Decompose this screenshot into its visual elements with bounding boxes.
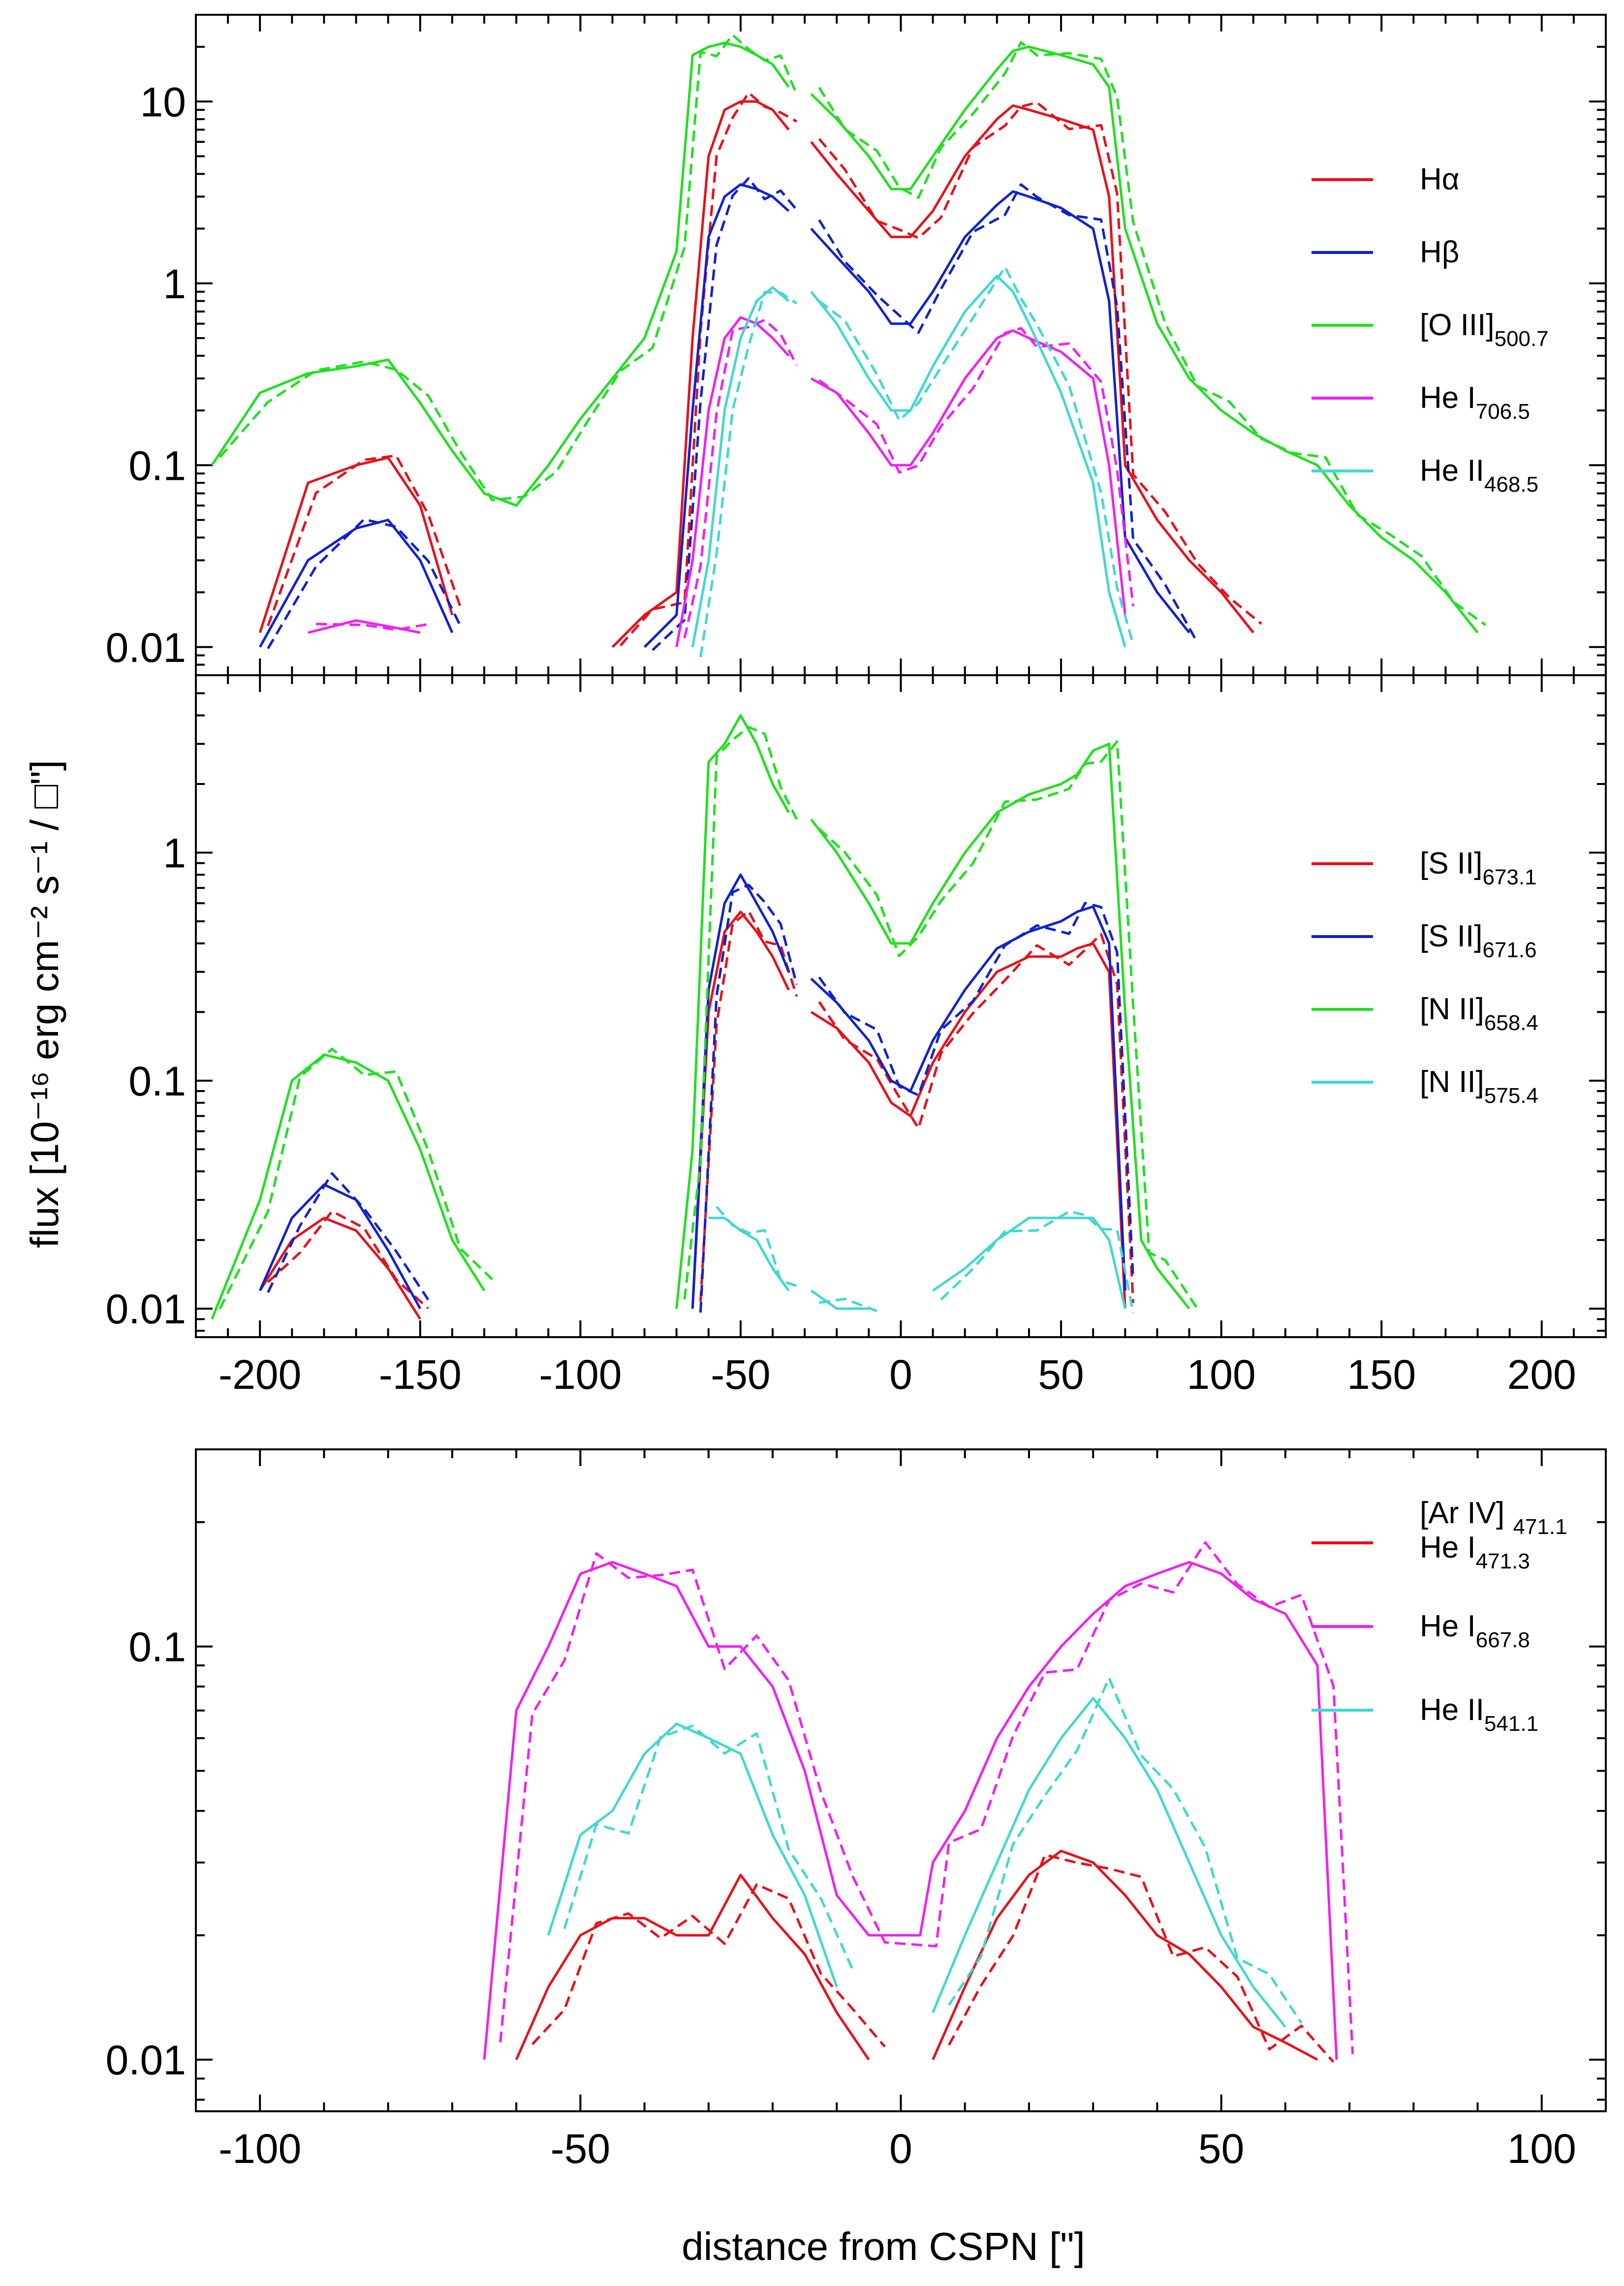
legend-label: [S II]673.1 xyxy=(1420,846,1537,889)
middle-x-tick-label: -100 xyxy=(539,1351,622,1398)
bottom-series-line-dashed xyxy=(499,1541,1354,2054)
top-series-line-dashed xyxy=(267,91,1262,647)
middle-series-line-solid xyxy=(211,714,1190,1320)
legend-label: Hβ xyxy=(1420,235,1459,269)
middle-x-tick-label: 50 xyxy=(1038,1351,1084,1398)
middle-series-line-dashed xyxy=(716,1206,1135,1314)
middle-x-tick-label: 200 xyxy=(1507,1351,1576,1398)
legend-label: He I667.8 xyxy=(1420,1609,1530,1652)
middle-series-line-solid xyxy=(708,1217,1126,1310)
bottom-x-tick-label: 100 xyxy=(1507,2126,1576,2172)
top-y-tick-label: 1 xyxy=(163,261,186,307)
top-y-tick-label: 0.01 xyxy=(106,625,187,671)
middle-x-tick-label: -50 xyxy=(711,1351,770,1398)
legend-label: [S II]671.6 xyxy=(1420,919,1537,962)
bottom-x-tick-label: -100 xyxy=(219,2126,301,2172)
top-series-line-solid xyxy=(691,275,1126,648)
top-series-line-solid xyxy=(211,41,1479,634)
middle-y-tick-label: 0.01 xyxy=(106,1286,187,1332)
middle-series-line-dashed xyxy=(219,725,1198,1310)
bottom-x-tick-label: 50 xyxy=(1198,2126,1244,2172)
legend-label: He II468.5 xyxy=(1420,454,1538,497)
bottom-y-tick-label: 0.01 xyxy=(106,2037,187,2083)
bottom-x-tick-label: -50 xyxy=(551,2126,610,2172)
bottom-series-line-dashed xyxy=(531,1853,1335,2063)
top-y-tick-label: 0.1 xyxy=(128,442,186,489)
legend-label: He II541.1 xyxy=(1420,1693,1538,1736)
middle-series-line-dashed xyxy=(267,883,1135,1313)
top-series-line-dashed xyxy=(699,265,1135,658)
legend-label: [Ar IV] 471.1 xyxy=(1420,1496,1567,1539)
bottom-series-line-dashed xyxy=(563,1677,1303,2024)
bottom-series-line-solid xyxy=(483,1561,1338,2060)
middle-y-tick-label: 0.1 xyxy=(128,1058,186,1104)
middle-panel: -200 -150 -100 -50 0 50 100 150 200 0.01 0.1 1 [S II… xyxy=(106,674,1607,1398)
legend-label: [O III]500.7 xyxy=(1420,308,1549,351)
bottom-y-tick-label: 0.1 xyxy=(128,1624,186,1670)
top-y-tick-label: 10 xyxy=(140,79,186,125)
middle-y-tick-label: 1 xyxy=(163,830,186,877)
y-axis-title: flux [10⁻¹⁶ erg cm⁻² s⁻¹ / □"] xyxy=(23,760,66,1248)
middle-x-tick-label: 0 xyxy=(889,1351,912,1398)
bottom-x-tick-label: 0 xyxy=(889,2126,912,2172)
bottom-series-line-solid xyxy=(515,1849,1318,2061)
legend-label: He I471.3 xyxy=(1420,1531,1530,1573)
legend-label: [N II]575.4 xyxy=(1420,1065,1538,1108)
middle-x-tick-label: -150 xyxy=(379,1351,462,1398)
middle-x-tick-label: 150 xyxy=(1347,1351,1416,1398)
middle-x-tick-label: 100 xyxy=(1187,1351,1256,1398)
legend-label: Hα xyxy=(1420,162,1460,196)
legend-label: [N II]658.4 xyxy=(1420,992,1538,1035)
bottom-panel: -100 -50 0 50 100 0.01 0.1 [Ar IV] 471.1He I471… xyxy=(106,1448,1607,2172)
bottom-series-line-solid xyxy=(547,1697,1286,2028)
top-series-line-dashed xyxy=(316,318,1135,639)
middle-series-line-dashed xyxy=(267,909,1135,1310)
top-series-line-dashed xyxy=(219,33,1487,626)
legend-label: He I706.5 xyxy=(1420,381,1530,424)
x-axis-title: distance from CSPN ["] xyxy=(682,2224,1085,2268)
top-panel: 0.01 0.1 1 10 Hα Hβ [O III]500.7 He I706.5 He II… xyxy=(106,14,1607,676)
top-series-line-dashed xyxy=(267,177,1198,651)
top-series-line-solid xyxy=(259,183,1190,648)
middle-x-tick-label: -200 xyxy=(219,1351,301,1398)
